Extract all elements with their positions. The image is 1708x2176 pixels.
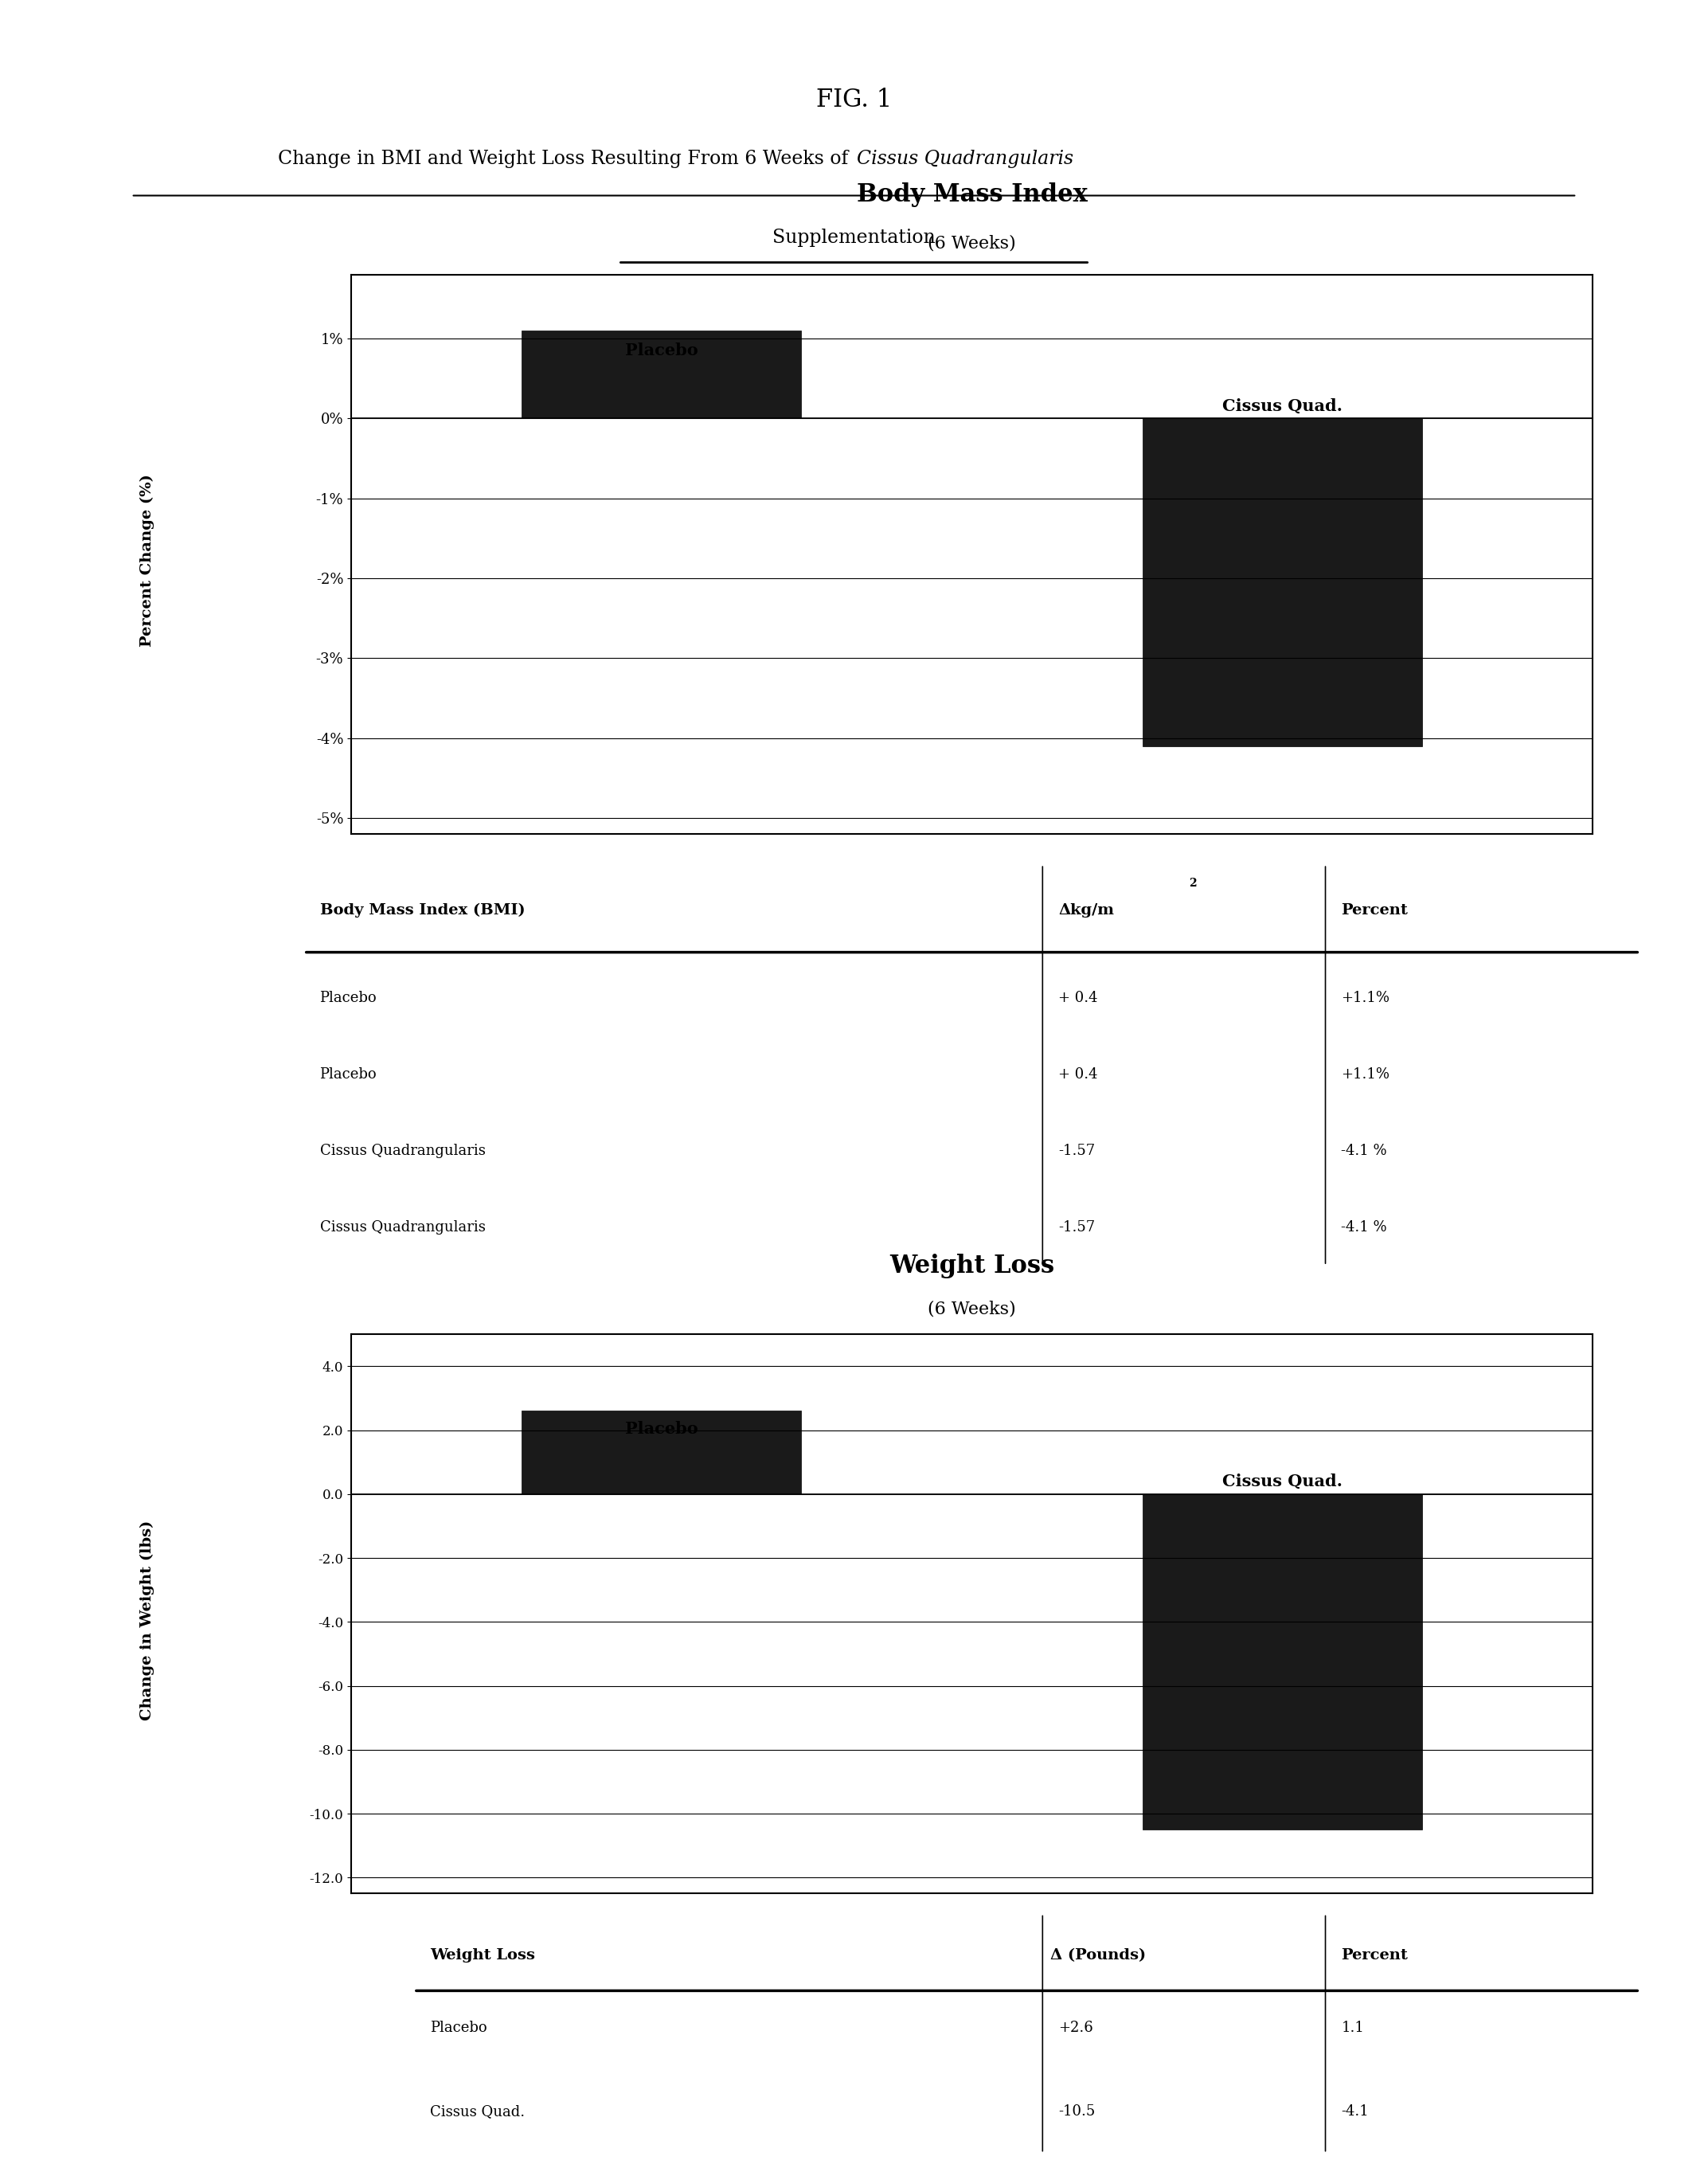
- Text: Body Mass Index (BMI): Body Mass Index (BMI): [319, 903, 524, 918]
- Text: Placebo: Placebo: [319, 990, 377, 1005]
- Text: Placebo: Placebo: [430, 2022, 487, 2035]
- Text: Change in BMI and Weight Loss Resulting From 6 Weeks of: Change in BMI and Weight Loss Resulting …: [278, 150, 854, 168]
- Text: +1.1%: +1.1%: [1341, 990, 1390, 1005]
- Text: Percent: Percent: [1341, 1948, 1407, 1963]
- Text: Δ (Pounds): Δ (Pounds): [1050, 1948, 1146, 1963]
- Text: Cissus Quadrangularis: Cissus Quadrangularis: [319, 1221, 485, 1234]
- Text: Δkg/m: Δkg/m: [1059, 903, 1114, 918]
- Text: -4.1 %: -4.1 %: [1341, 1221, 1387, 1234]
- Text: Change in Weight (lbs): Change in Weight (lbs): [140, 1521, 154, 1719]
- Text: Cissus Quad.: Cissus Quad.: [430, 2104, 524, 2119]
- Text: Cissus Quadrangularis: Cissus Quadrangularis: [857, 150, 1074, 168]
- Text: + 0.4: + 0.4: [1059, 1068, 1098, 1081]
- Text: Percent: Percent: [1341, 903, 1407, 918]
- Text: 1.1: 1.1: [1341, 2022, 1365, 2035]
- Text: Weight Loss: Weight Loss: [430, 1948, 535, 1963]
- Text: Cissus Quadrangularis: Cissus Quadrangularis: [319, 1145, 485, 1158]
- Text: +2.6: +2.6: [1059, 2022, 1093, 2035]
- Text: -4.1 %: -4.1 %: [1341, 1145, 1387, 1158]
- Text: FIG. 1: FIG. 1: [816, 87, 892, 113]
- Text: Supplementation: Supplementation: [772, 228, 936, 248]
- Text: -4.1: -4.1: [1341, 2104, 1368, 2119]
- Text: -1.57: -1.57: [1059, 1221, 1095, 1234]
- Text: Placebo: Placebo: [319, 1068, 377, 1081]
- Text: 2: 2: [1189, 877, 1196, 890]
- Text: + 0.4: + 0.4: [1059, 990, 1098, 1005]
- Text: Percent Change (%): Percent Change (%): [140, 474, 154, 646]
- Text: -1.57: -1.57: [1059, 1145, 1095, 1158]
- Text: -10.5: -10.5: [1059, 2104, 1095, 2119]
- Text: +1.1%: +1.1%: [1341, 1068, 1390, 1081]
